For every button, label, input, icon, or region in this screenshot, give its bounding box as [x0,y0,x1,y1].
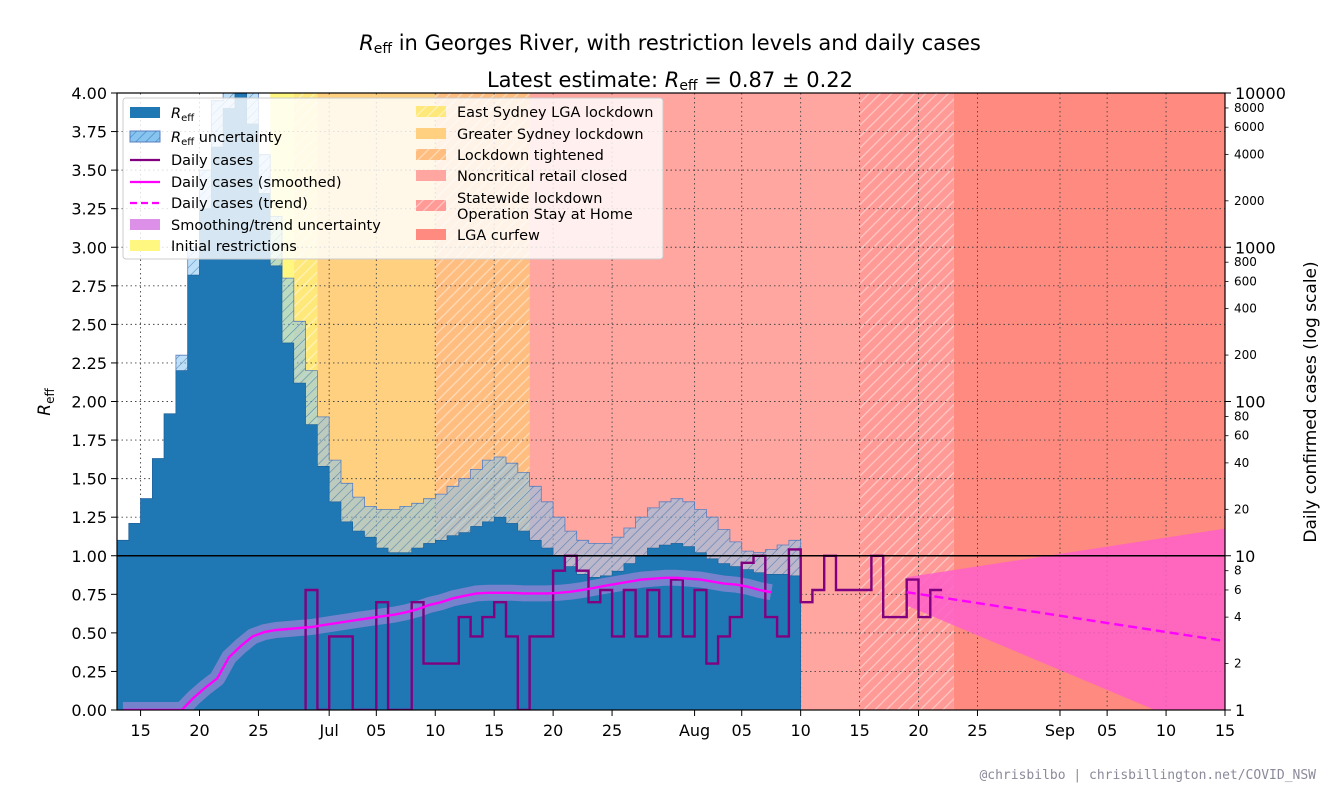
x-tick-label-17: 10 [1156,721,1176,740]
right-minor-tick-label-14: 6000 [1234,120,1265,134]
legend-swatch-retail [416,170,446,181]
legend-box [122,97,664,260]
y-tick-label-1: 0.25 [71,662,107,681]
y-tick-label-0: 0.00 [71,701,107,720]
legend-label-east: East Sydney LGA lockdown [457,105,653,121]
legend-label-greater: Greater Sydney lockdown [457,127,644,143]
legend-swatch-smooth_unc [130,219,160,230]
x-tick-label-7: 20 [543,721,563,740]
y-tick-label-2: 0.50 [71,624,107,643]
legend-swatch-reff [130,107,160,118]
y-tick-label-14: 3.50 [71,161,107,180]
left-axis-label: Reff [35,388,57,416]
right-tick-label-4: 10000 [1235,84,1286,103]
legend-swatch-hatch-tightened [416,149,446,160]
y-tick-label-13: 3.25 [71,200,107,219]
right-tick-label-0: 1 [1235,701,1245,720]
x-tick-label-15: Sep [1045,721,1075,740]
y-tick-label-12: 3.00 [71,238,107,257]
right-tick-label-1: 10 [1235,547,1255,566]
legend-label-tightened: Lockdown tightened [457,148,604,164]
reff-uncertainty-hatch [117,93,801,612]
right-minor-tick-label-7: 80 [1234,409,1249,423]
y-tick-label-5: 1.25 [71,508,107,527]
legend-label-reff_unc: Reff uncertainty [171,130,282,148]
daily-cases-trend-line [906,591,1225,643]
legend-label-curfew: LGA curfew [457,228,540,244]
x-tick-label-9: Aug [679,721,710,740]
y-tick-label-7: 1.75 [71,431,107,450]
trend-uncertainty-cone [906,528,1225,710]
right-minor-tick-label-3: 8 [1234,564,1242,578]
x-tick-label-0: 15 [130,721,150,740]
y-tick-label-11: 2.75 [71,277,107,296]
y-tick-label-3: 0.75 [71,585,107,604]
credit-text: @chrisbilbo | chrisbillington.net/COVID_… [979,768,1316,783]
right-tick-label-3: 1000 [1235,238,1276,257]
y-tick-label-9: 2.25 [71,354,107,373]
daily-cases-line [304,548,943,710]
x-tick-label-1: 20 [189,721,209,740]
legend-swatch-hatch-statewide [416,200,446,211]
right-axis-label: Daily confirmed cases (log scale) [1301,261,1321,542]
right-minor-tick-label-0: 2 [1234,657,1242,671]
x-tick-label-6: 15 [484,721,504,740]
legend-swatch-curfew [416,229,446,240]
legend-swatch-reff-uncertainty-hatch [130,131,160,142]
right-minor-tick-label-6: 60 [1234,429,1249,443]
legend-label-initial: Initial restrictions [171,239,297,255]
x-tick-label-5: 10 [425,721,445,740]
x-tick-label-18: 15 [1215,721,1235,740]
legend-label-statewide: Statewide lockdown [457,191,602,207]
chart-title-line2: Latest estimate: Reff = 0.87 ± 0.22 [486,68,853,94]
x-tick-label-11: 10 [790,721,810,740]
x-tick-label-13: 20 [908,721,928,740]
right-minor-tick-label-11: 800 [1234,255,1257,269]
right-minor-tick-label-12: 2000 [1234,194,1265,208]
legend-swatch-hatch-east [416,106,446,117]
right-minor-tick-label-9: 400 [1234,302,1257,316]
right-minor-tick-label-4: 20 [1234,502,1249,516]
y-tick-label-16: 4.00 [71,84,107,103]
right-minor-tick-label-13: 4000 [1234,147,1265,161]
y-tick-label-15: 3.75 [71,123,107,142]
chart-title-line1: Reff in Georges River, with restriction … [359,31,981,57]
right-tick-label-2: 100 [1235,393,1266,412]
right-minor-tick-label-5: 40 [1234,456,1249,470]
legend-label-statewide-line2: Operation Stay at Home [457,207,633,223]
legend-swatch-initial [130,240,160,251]
daily-cases-smoothed-line [122,576,772,710]
x-tick-label-10: 05 [732,721,752,740]
right-minor-tick-label-15: 8000 [1234,101,1265,115]
x-tick-label-8: 25 [602,721,622,740]
x-tick-label-12: 15 [849,721,869,740]
y-tick-label-4: 1.00 [71,547,107,566]
legend-label-cases_smooth: Daily cases (smoothed) [171,175,342,191]
y-tick-label-10: 2.50 [71,315,107,334]
x-tick-label-4: 05 [366,721,386,740]
legend-label-reff: Reff [171,106,195,124]
legend-label-cases: Daily cases [171,153,253,169]
legend-label-retail: Noncritical retail closed [457,169,627,185]
y-tick-label-8: 2.00 [71,393,107,412]
legend-label-cases_trend: Daily cases (trend) [171,196,308,212]
x-tick-label-2: 25 [248,721,268,740]
x-tick-label-14: 25 [967,721,987,740]
x-tick-label-3: Jul [319,721,339,740]
right-minor-tick-label-1: 4 [1234,610,1242,624]
legend-swatch-greater [416,128,446,139]
y-tick-label-6: 1.50 [71,470,107,489]
legend-label-smooth_unc: Smoothing/trend uncertainty [171,218,381,234]
x-tick-label-16: 05 [1097,721,1117,740]
right-minor-tick-label-8: 200 [1234,348,1257,362]
right-minor-tick-label-2: 6 [1234,583,1242,597]
right-minor-tick-label-10: 600 [1234,274,1257,288]
chart-title: Reff in Georges River, with restriction … [0,28,1330,102]
